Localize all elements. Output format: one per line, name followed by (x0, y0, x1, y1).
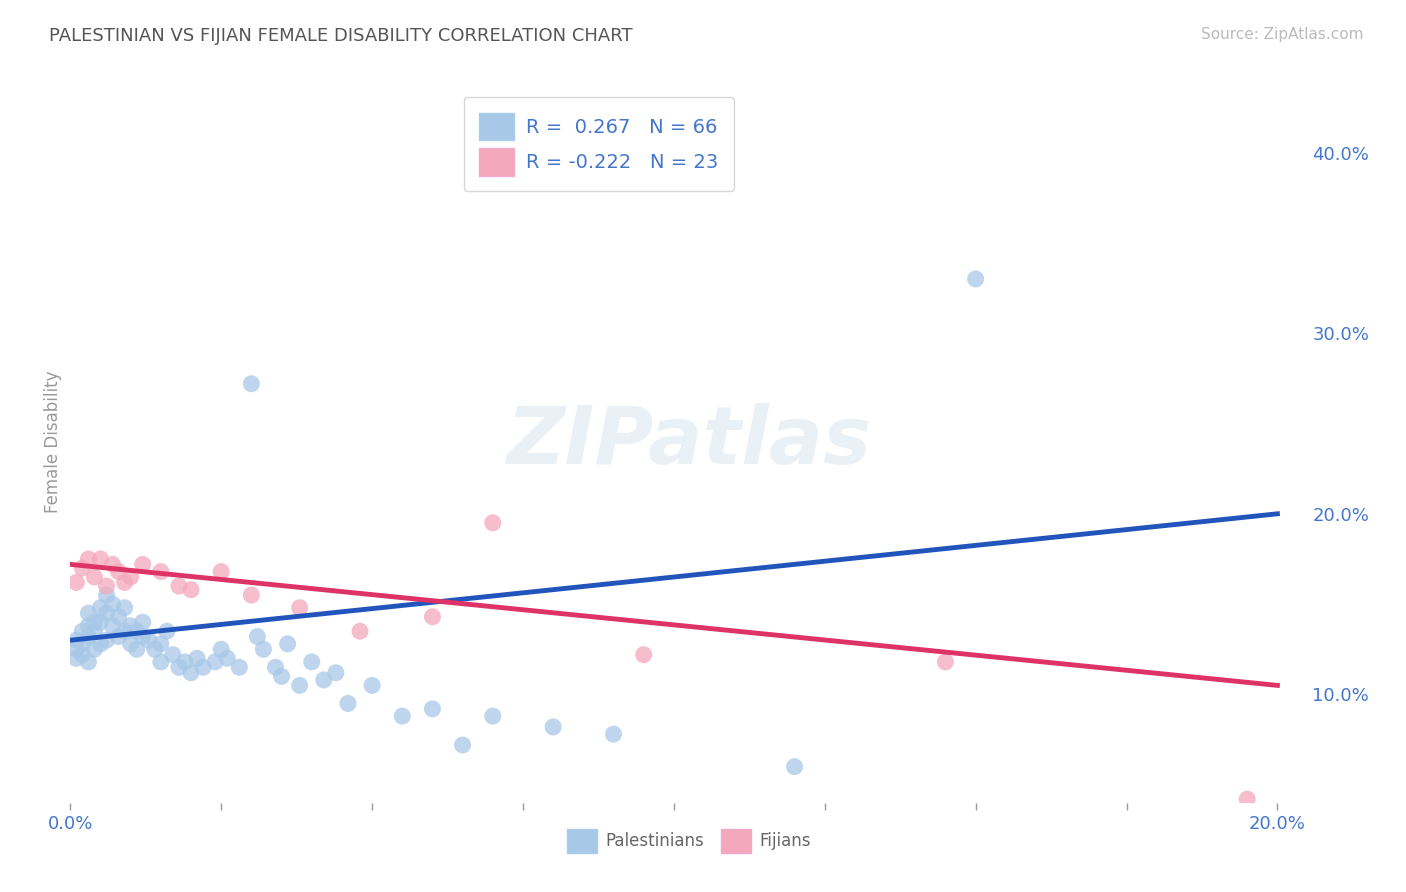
Point (83, 642, 105, 657)
Legend: Palestinians, Fijians: Palestinians, Fijians (561, 822, 817, 860)
Point (301, 655, 323, 669)
Point (125, 624, 148, 639)
Text: Source: ZipAtlas.com: Source: ZipAtlas.com (1201, 27, 1364, 42)
Point (288, 600, 311, 615)
Point (252, 642, 274, 657)
Point (107, 609, 129, 624)
Point (264, 660, 287, 674)
Point (602, 727, 624, 741)
Point (120, 570, 142, 584)
Point (246, 630, 269, 644)
Point (191, 660, 214, 674)
Point (77, 606, 100, 620)
Point (451, 738, 474, 752)
Point (65, 642, 87, 657)
Point (633, 648, 655, 662)
Point (132, 558, 155, 572)
Point (96, 579, 118, 593)
Point (114, 624, 136, 639)
Point (65, 633, 87, 648)
Point (96, 633, 118, 648)
Point (209, 565, 232, 579)
Point (138, 633, 160, 648)
Point (481, 516, 503, 530)
Point (77, 655, 100, 669)
Point (361, 678, 384, 692)
Text: PALESTINIAN VS FIJIAN FEMALE DISABILITY CORRELATION CHART: PALESTINIAN VS FIJIAN FEMALE DISABILITY … (49, 27, 633, 45)
Point (270, 669, 292, 683)
Point (125, 642, 148, 657)
Point (965, 272, 987, 286)
Point (180, 665, 202, 680)
Point (72, 624, 94, 639)
Point (132, 630, 155, 644)
Point (481, 709, 503, 723)
Point (143, 642, 166, 657)
Point (101, 597, 124, 611)
Point (72, 648, 94, 662)
Point (120, 619, 142, 633)
Point (167, 579, 190, 593)
Point (422, 702, 444, 716)
Point (312, 673, 335, 687)
Point (174, 655, 197, 669)
Point (107, 565, 129, 579)
Point (89, 637, 111, 651)
Point (240, 588, 263, 602)
Point (149, 637, 172, 651)
Point (422, 609, 444, 624)
Point (349, 624, 371, 639)
Point (96, 588, 118, 602)
Point (204, 655, 226, 669)
Point (114, 600, 136, 615)
Point (217, 651, 239, 665)
Point (77, 552, 100, 566)
Text: ZIPatlas: ZIPatlas (506, 402, 872, 481)
Point (89, 615, 111, 630)
Point (541, 720, 564, 734)
Point (72, 561, 94, 575)
Point (132, 615, 155, 630)
Point (240, 376, 263, 391)
Point (83, 615, 105, 630)
Point (156, 624, 179, 639)
Point (83, 624, 105, 639)
Point (101, 619, 124, 633)
Point (1236, 792, 1258, 806)
Point (783, 760, 806, 774)
Point (83, 570, 105, 584)
Point (325, 665, 347, 680)
Point (391, 709, 413, 723)
Point (65, 575, 87, 590)
Point (120, 637, 142, 651)
Point (101, 558, 124, 572)
Point (277, 637, 299, 651)
Point (107, 630, 129, 644)
Point (934, 655, 956, 669)
Point (288, 678, 311, 692)
Y-axis label: Female Disability: Female Disability (44, 370, 62, 513)
Point (89, 600, 111, 615)
Point (149, 565, 172, 579)
Point (162, 648, 184, 662)
Point (228, 660, 250, 674)
Point (77, 619, 100, 633)
Point (77, 630, 100, 644)
Point (149, 655, 172, 669)
Point (167, 660, 190, 674)
Point (186, 651, 208, 665)
Point (89, 552, 111, 566)
Point (65, 651, 87, 665)
Point (114, 575, 136, 590)
Point (336, 697, 359, 711)
Point (209, 642, 232, 657)
Point (180, 582, 202, 597)
Point (72, 637, 94, 651)
Point (96, 606, 118, 620)
